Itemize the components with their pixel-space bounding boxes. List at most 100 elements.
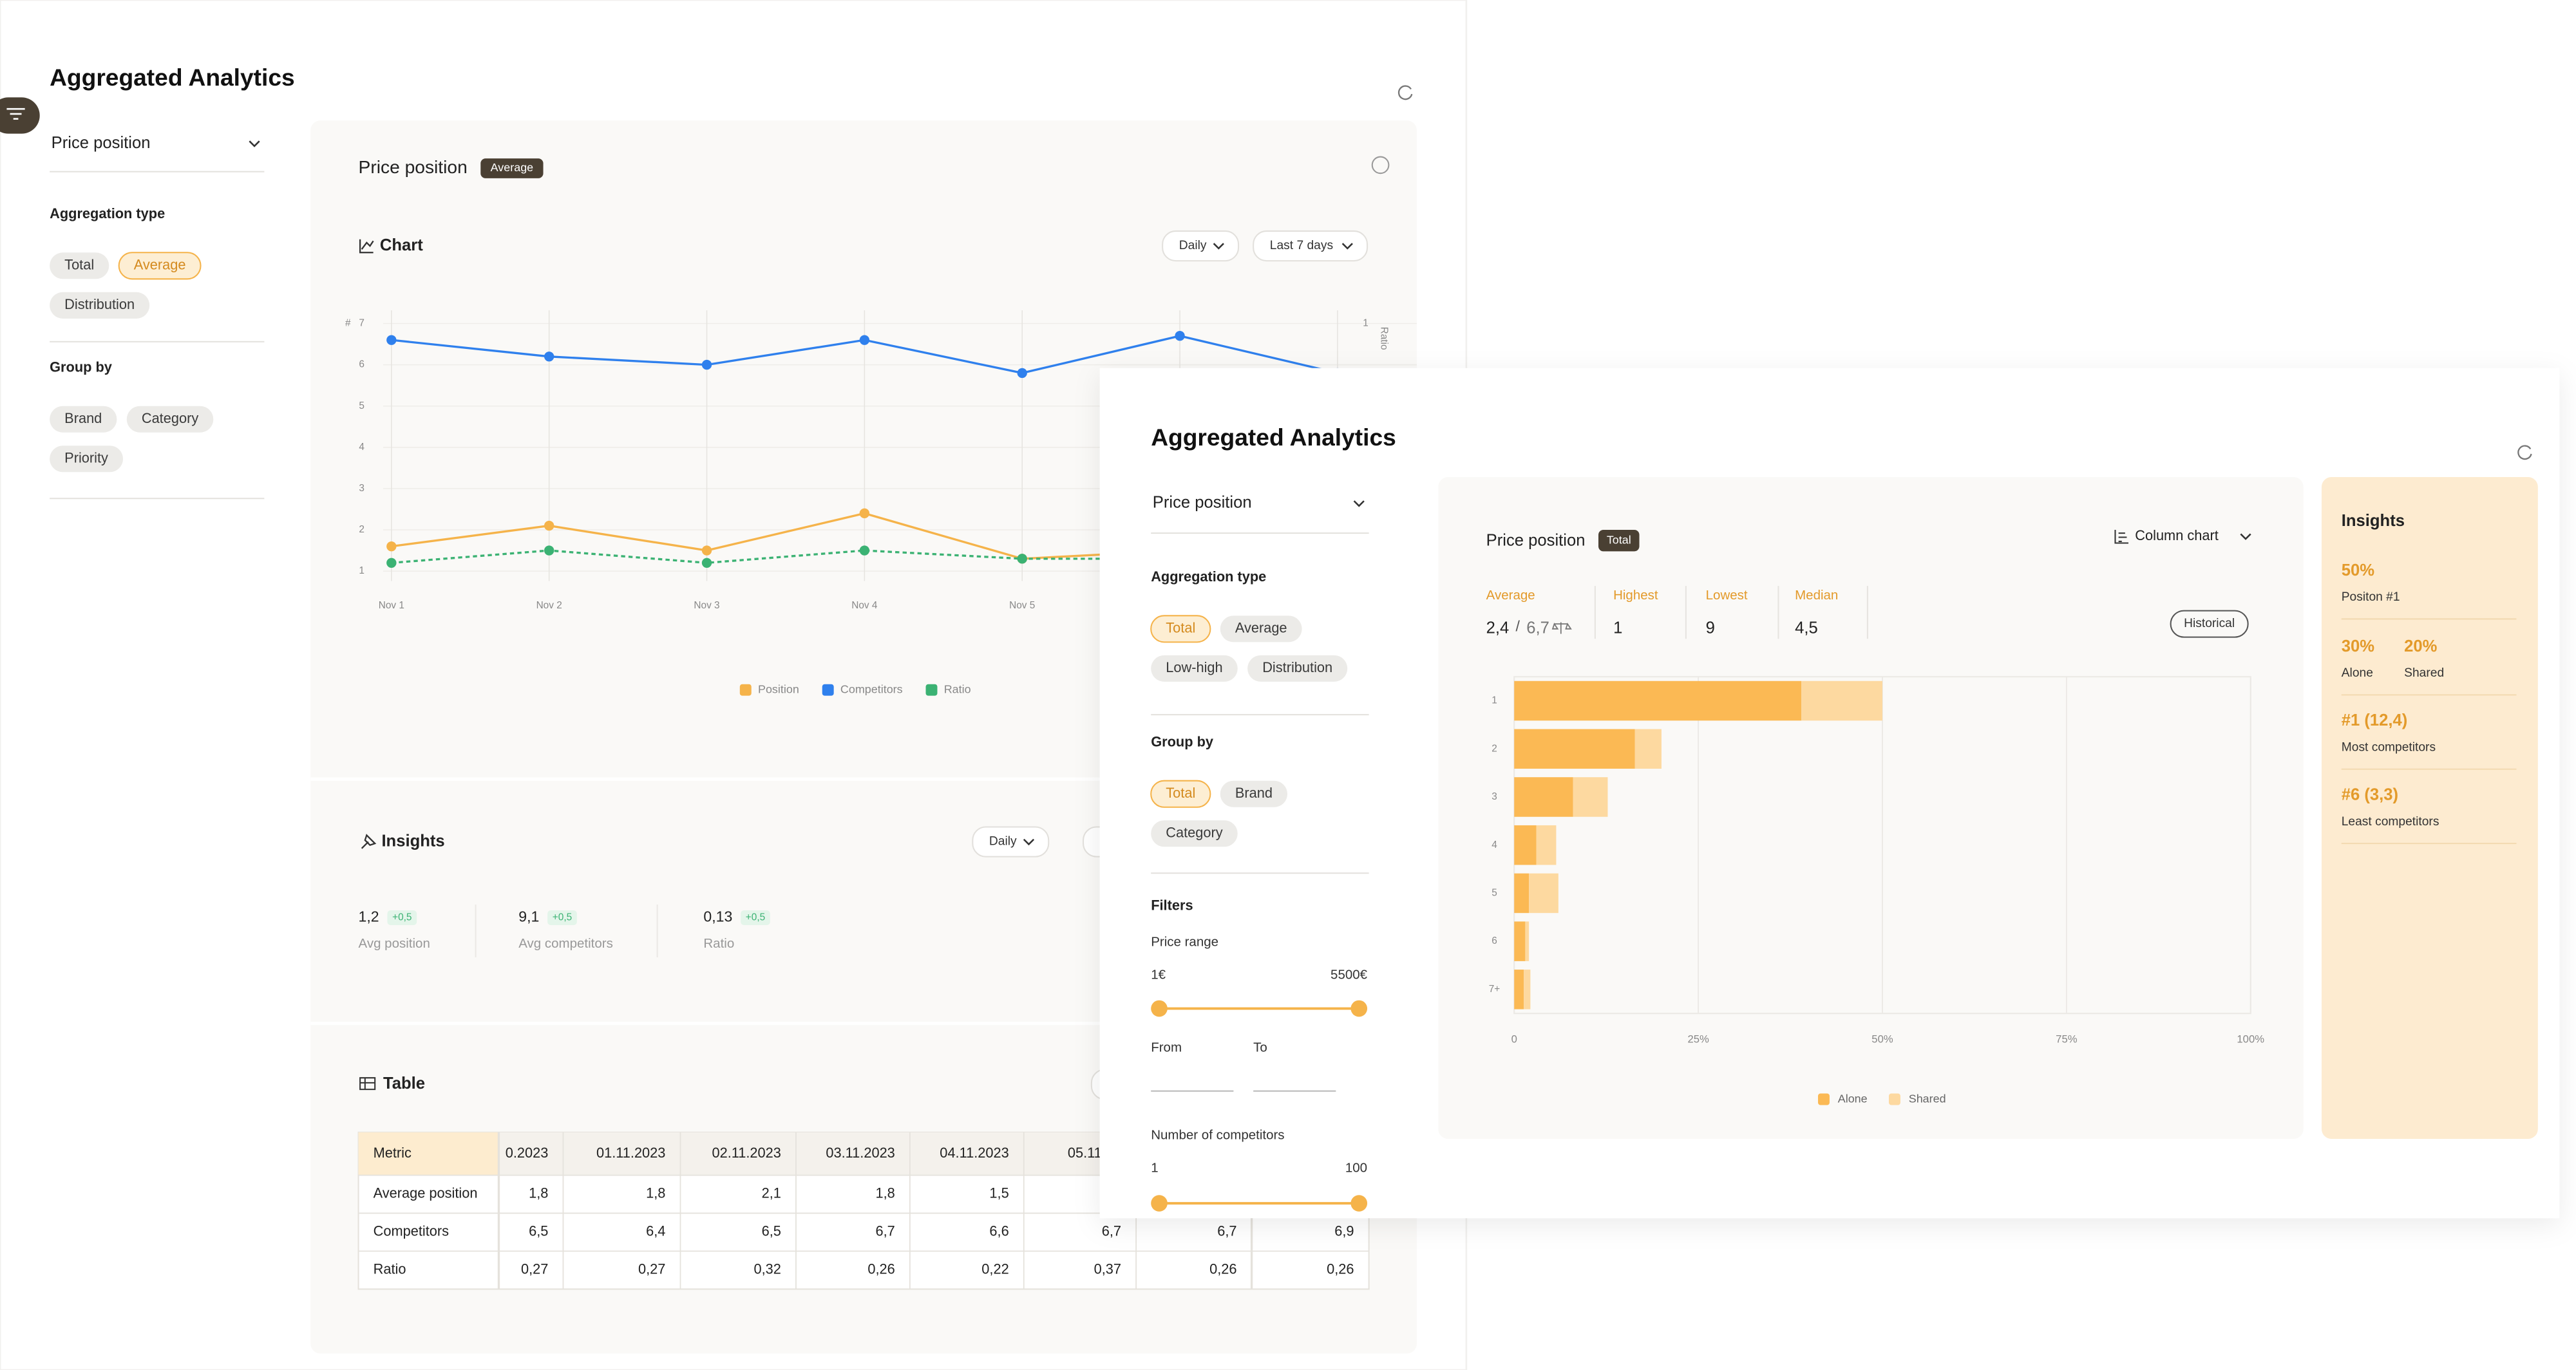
legend-label: Position bbox=[758, 682, 799, 695]
pill-label[interactable]: Brand bbox=[64, 410, 102, 426]
pill-label[interactable]: Average bbox=[134, 257, 186, 273]
pill[interactable] bbox=[50, 292, 150, 319]
pill-label[interactable]: Average bbox=[1235, 620, 1287, 636]
pill-label[interactable]: Low-high bbox=[1166, 659, 1222, 675]
table-header-text: 0.2023 bbox=[506, 1145, 549, 1161]
data-point bbox=[859, 335, 870, 345]
pill-label[interactable]: Distribution bbox=[1262, 659, 1332, 675]
bar bbox=[1514, 680, 1802, 721]
data-point bbox=[386, 558, 397, 568]
pill[interactable] bbox=[1150, 615, 1211, 643]
insight-label: Shared bbox=[2404, 666, 2444, 680]
pill[interactable] bbox=[1151, 820, 1238, 847]
chevron-icon bbox=[2240, 533, 2251, 540]
bar bbox=[1573, 777, 1608, 817]
chevron-icon bbox=[1341, 243, 1353, 250]
x-tick-label: Nov 1 bbox=[379, 600, 404, 611]
insight-value: 0,13 bbox=[703, 908, 732, 925]
data-point bbox=[701, 545, 712, 556]
legend-swatch bbox=[1888, 1093, 1900, 1105]
table-cell: Ratio bbox=[374, 1261, 406, 1277]
data-point bbox=[701, 558, 712, 568]
metric-select[interactable]: Price position bbox=[52, 134, 151, 152]
range-max: 5500€ bbox=[1331, 968, 1368, 982]
chart-type-select[interactable]: Column chart bbox=[2135, 527, 2219, 543]
section-heading: Chart bbox=[380, 236, 423, 254]
legend-label: Ratio bbox=[944, 682, 971, 695]
pill[interactable] bbox=[1220, 615, 1302, 643]
insight-value: #6 (3,3) bbox=[2342, 786, 2398, 804]
bar bbox=[1525, 921, 1530, 961]
front-layer: Aggregated Analytics Price position Aggreg… bbox=[1150, 424, 2538, 1212]
bar bbox=[1529, 873, 1558, 914]
dropdown[interactable] bbox=[1253, 230, 1368, 262]
dropdown-label[interactable]: Last 7 days bbox=[1270, 239, 1333, 252]
chevron-icon bbox=[1023, 838, 1035, 846]
dropdown[interactable] bbox=[972, 826, 1050, 858]
pill[interactable] bbox=[126, 406, 214, 433]
dropdown[interactable] bbox=[1162, 230, 1240, 262]
table-cell: 1,8 bbox=[646, 1185, 665, 1201]
filter-button[interactable] bbox=[0, 97, 40, 134]
pill[interactable] bbox=[50, 446, 124, 473]
chevron-icon bbox=[249, 140, 260, 147]
bar bbox=[1801, 680, 1882, 721]
dropdown-label[interactable]: Daily bbox=[989, 835, 1017, 849]
data-point bbox=[1017, 554, 1027, 564]
pill[interactable] bbox=[1150, 780, 1211, 808]
table-header-text: 01.11.2023 bbox=[596, 1145, 665, 1161]
pill[interactable] bbox=[50, 252, 109, 279]
insight-value: #1 (12,4) bbox=[2342, 711, 2408, 729]
stat-label: Highest bbox=[1613, 588, 1658, 603]
pill-label[interactable]: Total bbox=[64, 257, 94, 273]
table-header-text: 04.11.2023 bbox=[940, 1145, 1009, 1161]
pill[interactable] bbox=[1151, 655, 1238, 682]
table-cell: Competitors bbox=[374, 1223, 450, 1239]
metric-select[interactable]: Price position bbox=[1153, 494, 1252, 512]
slider-handle[interactable] bbox=[1350, 1195, 1368, 1212]
table-cell: Average position bbox=[374, 1185, 478, 1201]
historical-button[interactable]: Historical bbox=[2184, 617, 2235, 630]
dropdown-label[interactable]: Daily bbox=[1179, 239, 1207, 252]
delta-bg bbox=[547, 910, 577, 926]
pill-label[interactable]: Category bbox=[142, 410, 198, 426]
data-point bbox=[544, 520, 554, 531]
insight-delta: +0,5 bbox=[392, 912, 412, 923]
pill-label[interactable]: Category bbox=[1166, 824, 1222, 840]
table-icon bbox=[359, 1077, 376, 1091]
pill-label[interactable]: Brand bbox=[1235, 785, 1273, 801]
slider-handle[interactable] bbox=[1350, 1000, 1368, 1017]
input-label: To bbox=[1253, 1040, 1267, 1055]
pin-icon bbox=[361, 834, 377, 849]
pill-label[interactable]: Total bbox=[1166, 785, 1195, 801]
pill[interactable] bbox=[118, 252, 202, 280]
stat-label: Median bbox=[1795, 588, 1838, 603]
table-cell: 0,27 bbox=[521, 1261, 548, 1277]
table-cell: 6,7 bbox=[1217, 1223, 1236, 1239]
pill-label[interactable]: Distribution bbox=[64, 296, 135, 312]
pill[interactable] bbox=[1220, 780, 1288, 807]
stat-value: 4,5 bbox=[1795, 619, 1818, 637]
table-cell: 0,26 bbox=[1327, 1261, 1354, 1277]
legend-label: Alone bbox=[1838, 1092, 1868, 1105]
table-cell: 0,26 bbox=[1209, 1261, 1236, 1277]
y2-tick-label: 1 bbox=[1363, 318, 1368, 329]
data-point bbox=[544, 545, 554, 556]
pill-label[interactable]: Total bbox=[1166, 620, 1195, 636]
delta-bg bbox=[387, 910, 417, 926]
pill[interactable] bbox=[50, 406, 117, 433]
slider-handle[interactable] bbox=[1151, 1000, 1168, 1017]
slider-handle[interactable] bbox=[1151, 1195, 1168, 1212]
chevron-icon bbox=[1213, 243, 1224, 250]
x-tick-label: 25% bbox=[1687, 1033, 1709, 1046]
table-cell: 1,5 bbox=[989, 1185, 1009, 1201]
pill-label[interactable]: Priority bbox=[64, 450, 108, 466]
card bbox=[1438, 476, 2304, 1140]
card-title: Price position bbox=[359, 156, 468, 177]
table-cell: 6,5 bbox=[762, 1223, 781, 1239]
historical-border[interactable] bbox=[2170, 610, 2249, 638]
bar bbox=[1514, 825, 1537, 865]
pill[interactable] bbox=[1247, 655, 1348, 682]
filter-label: Price range bbox=[1151, 934, 1218, 949]
range-min: 1€ bbox=[1151, 968, 1166, 982]
